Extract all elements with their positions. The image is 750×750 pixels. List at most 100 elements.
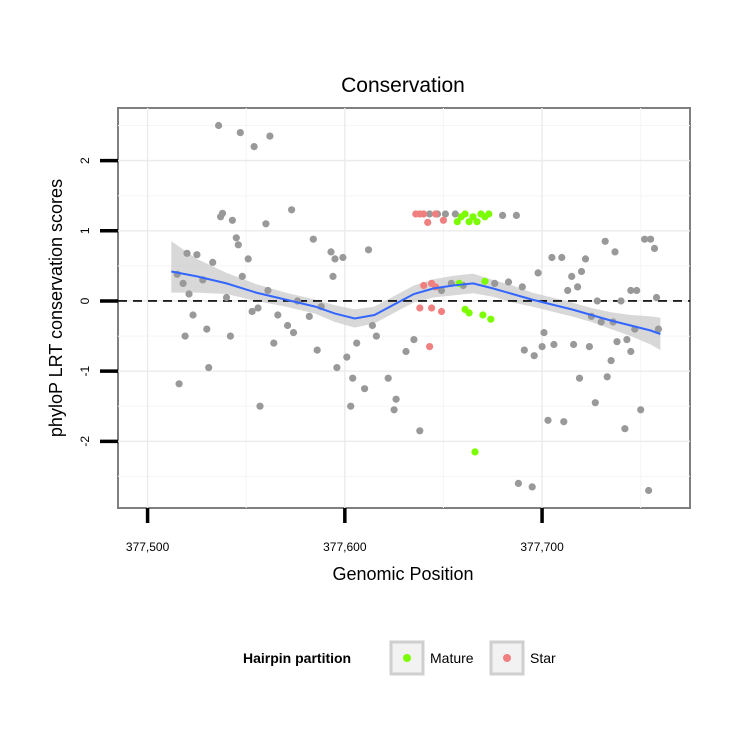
- data-point: [432, 210, 440, 218]
- data-point: [313, 346, 321, 354]
- data-point: [215, 121, 223, 130]
- data-point: [309, 235, 317, 243]
- data-point: [485, 210, 493, 218]
- data-point: [331, 255, 339, 263]
- data-point: [611, 248, 619, 256]
- data-point: [479, 311, 487, 319]
- data-point: [339, 253, 347, 262]
- data-point: [329, 272, 337, 280]
- data-point: [603, 373, 611, 381]
- data-point: [420, 281, 428, 290]
- data-point: [473, 218, 481, 226]
- data-point: [254, 304, 262, 312]
- data-point: [481, 277, 489, 285]
- data-point: [416, 427, 424, 435]
- data-point: [327, 248, 335, 256]
- data-point: [353, 339, 361, 347]
- data-point: [437, 286, 446, 295]
- data-point: [428, 304, 436, 312]
- data-point: [226, 332, 234, 340]
- legend-point-star: [503, 654, 511, 662]
- data-point: [650, 244, 659, 252]
- data-point: [621, 425, 629, 433]
- data-point: [333, 364, 341, 372]
- legend-label-star: Star: [530, 650, 556, 666]
- data-point: [222, 293, 231, 302]
- data-point: [613, 338, 621, 346]
- data-point: [647, 235, 655, 243]
- data-point: [305, 312, 313, 320]
- data-point: [205, 364, 213, 372]
- data-point: [528, 483, 536, 491]
- data-point: [209, 258, 217, 266]
- data-point: [347, 402, 355, 410]
- data-point: [410, 336, 418, 344]
- data-point: [469, 213, 477, 221]
- data-point: [491, 279, 499, 287]
- data-point: [652, 293, 661, 302]
- data-point: [487, 315, 495, 323]
- y-axis: -2 -1 0 1 2: [78, 157, 118, 447]
- data-point: [426, 210, 434, 218]
- data-point: [181, 332, 189, 340]
- data-point: [384, 374, 392, 382]
- data-point: [175, 380, 183, 388]
- data-point: [577, 267, 586, 276]
- y-tick-label: 0: [78, 297, 92, 304]
- x-tick-label: 377,600: [323, 540, 367, 554]
- data-point: [504, 278, 513, 286]
- x-tick-label: 377,700: [520, 540, 564, 554]
- data-point: [568, 272, 576, 280]
- data-point: [637, 406, 645, 414]
- x-axis-label: Genomic Position: [332, 564, 473, 584]
- data-point: [250, 143, 258, 151]
- data-point: [426, 343, 434, 351]
- data-point: [264, 286, 272, 295]
- data-point: [372, 332, 380, 340]
- data-point: [364, 246, 373, 254]
- data-point: [585, 343, 594, 351]
- data-point: [593, 297, 601, 305]
- data-point: [451, 210, 459, 218]
- data-point: [256, 402, 264, 410]
- data-point: [183, 249, 191, 257]
- data-point: [564, 286, 572, 295]
- x-axis: 377,500 377,600 377,700: [126, 508, 564, 554]
- legend-title: Hairpin partition: [243, 650, 351, 666]
- smooth-line-layer: [171, 270, 661, 335]
- data-point: [538, 343, 546, 351]
- data-point: [499, 211, 507, 219]
- data-point: [558, 253, 566, 262]
- confidence-band: [171, 241, 661, 351]
- data-point: [461, 210, 469, 218]
- data-point: [548, 253, 556, 262]
- data-point: [392, 395, 400, 403]
- chart-title: Conservation: [341, 74, 465, 97]
- data-point: [453, 218, 461, 226]
- data-point: [437, 307, 446, 316]
- data-point: [591, 399, 599, 407]
- data-point: [645, 486, 653, 495]
- data-point: [238, 272, 246, 280]
- data-point: [289, 329, 298, 337]
- data-point: [641, 235, 649, 243]
- data-point: [228, 216, 236, 224]
- data-point: [471, 448, 479, 456]
- y-tick-label: -2: [78, 436, 92, 447]
- data-point: [234, 241, 242, 249]
- data-point: [343, 353, 351, 361]
- legend-label-mature: Mature: [430, 650, 474, 666]
- data-point: [575, 374, 584, 382]
- data-point: [560, 418, 568, 426]
- data-point: [179, 279, 187, 287]
- data-point: [597, 318, 605, 326]
- data-point: [266, 132, 274, 140]
- data-point: [349, 374, 357, 382]
- y-tick-label: -1: [78, 365, 92, 376]
- data-point: [633, 286, 641, 295]
- data-point: [520, 346, 528, 354]
- data-point: [534, 269, 542, 277]
- data-point: [402, 347, 410, 356]
- data-point: [512, 211, 521, 219]
